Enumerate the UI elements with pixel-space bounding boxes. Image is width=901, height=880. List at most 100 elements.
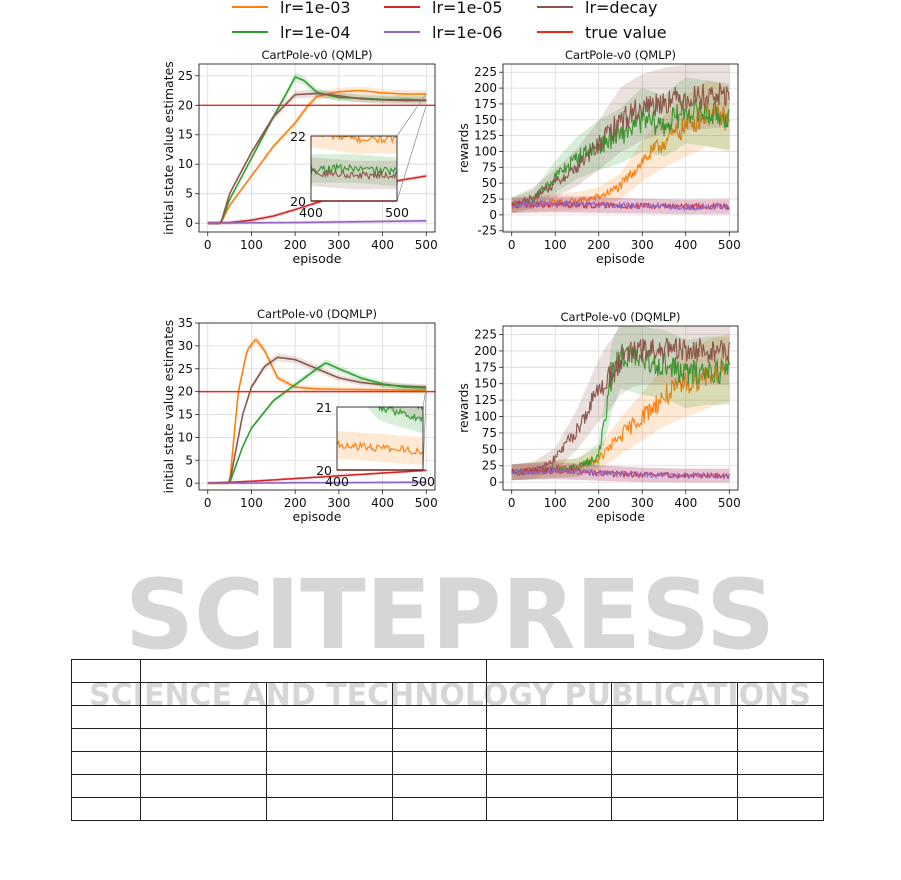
table-row <box>71 705 824 729</box>
inset-y-tick: 20 <box>316 463 332 478</box>
x-tick-label: 200 <box>587 238 610 252</box>
y-axis-label: initial state value estimates <box>161 61 176 235</box>
chart-dqmlp-rewards: 0 100 200 300 400 500 0 25 50 75 100 125 150 175 200 22… <box>456 310 741 524</box>
series-band <box>511 64 730 214</box>
axes-frame <box>502 63 739 233</box>
inset-x-tick: 400 <box>299 205 323 220</box>
results-table <box>71 659 824 821</box>
legend-label: lr=1e-06 <box>432 23 503 42</box>
y-tick-label: 35 <box>178 316 193 330</box>
axes-frame <box>198 63 436 233</box>
y-tick-label: 20 <box>178 98 193 112</box>
y-tick-label: 0 <box>185 476 193 490</box>
table-row <box>71 659 824 683</box>
y-tick-label: 50 <box>482 176 497 190</box>
series-line <box>511 82 730 207</box>
x-tick-label: 300 <box>327 238 350 252</box>
series-line <box>207 481 427 484</box>
inset-y-tick: 22 <box>290 129 306 144</box>
series-band <box>511 80 730 214</box>
y-tick-label: 175 <box>474 97 497 111</box>
x-tick-label: 300 <box>327 496 350 510</box>
series-line <box>511 99 730 208</box>
y-tick-label: 100 <box>474 410 497 424</box>
y-tick-label: 5 <box>185 187 193 201</box>
series-line <box>207 469 427 484</box>
y-tick-label: 225 <box>474 65 497 79</box>
table-cell <box>139 659 488 683</box>
y-tick-label: 10 <box>178 157 193 171</box>
series-line <box>207 89 427 224</box>
y-tick-label: 200 <box>474 344 497 358</box>
table-row <box>71 682 824 706</box>
table-row <box>71 751 824 775</box>
x-axis-label: episode <box>293 251 342 266</box>
inset-band <box>337 430 423 465</box>
series-line <box>511 199 730 212</box>
inset-band <box>311 136 397 154</box>
x-tick-label: 100 <box>240 496 263 510</box>
y-tick-label: 125 <box>474 393 497 407</box>
y-tick-label: 15 <box>178 128 193 142</box>
x-tick-label: 0 <box>508 496 516 510</box>
series-line <box>511 200 730 211</box>
plot-area <box>207 335 427 485</box>
y-tick-label: 25 <box>482 459 497 473</box>
y-tick-label: 25 <box>178 362 193 376</box>
axes-frame <box>502 325 739 491</box>
inset-x-tick: 500 <box>385 205 409 220</box>
chart-title: CartPole-v0 (DQMLP) <box>561 310 681 324</box>
inset-line <box>315 136 397 145</box>
x-axis-label: episode <box>596 251 645 266</box>
legend-entry: lr=1e-03 <box>232 0 351 17</box>
legend-label: true value <box>585 23 667 42</box>
series-band <box>511 77 730 214</box>
inset-x-tick: 400 <box>325 474 349 489</box>
inset-line <box>311 168 397 181</box>
series-line <box>207 339 427 484</box>
x-tick-label: 0 <box>508 238 516 252</box>
series-band <box>207 353 427 485</box>
y-tick-label: 75 <box>482 426 497 440</box>
y-axis-label: rewards <box>456 123 471 173</box>
chart-qmlp-rewards: 0 100 200 300 400 500-25025507510012515017520… <box>456 48 741 266</box>
inset-zoom: 400 500 20 22 <box>290 93 427 220</box>
series-line <box>207 92 427 224</box>
x-axis-label: episode <box>293 509 342 524</box>
y-tick-label: 20 <box>178 385 193 399</box>
x-tick-label: 300 <box>631 496 654 510</box>
y-tick-label: 25 <box>178 69 193 83</box>
x-tick-label: 500 <box>415 238 438 252</box>
series-line <box>207 362 427 484</box>
y-tick-label: 225 <box>474 328 497 342</box>
inset-line <box>378 407 423 423</box>
x-tick-label: 400 <box>674 238 697 252</box>
series-line <box>511 337 730 477</box>
table-row <box>71 797 824 821</box>
y-tick-label: 15 <box>178 408 193 422</box>
plot-area <box>511 64 730 215</box>
chart-title: CartPole-v0 (QMLP) <box>261 48 372 62</box>
x-tick-label: 400 <box>371 238 394 252</box>
inset-y-tick: 20 <box>290 194 306 209</box>
y-axis-label: initial state value estimates <box>161 320 176 494</box>
legend-label: lr=1e-05 <box>432 0 503 17</box>
inset-band <box>366 407 423 434</box>
series-line <box>511 466 730 480</box>
legend-label: lr=decay <box>585 0 658 17</box>
x-tick-label: 500 <box>718 238 741 252</box>
y-tick-label: 125 <box>474 129 497 143</box>
x-axis-label: episode <box>596 509 645 524</box>
x-tick-label: 100 <box>240 238 263 252</box>
table-cell <box>486 659 824 683</box>
x-tick-label: 0 <box>204 238 212 252</box>
legend-entry: lr=decay <box>537 0 658 17</box>
y-tick-label: 150 <box>474 113 497 127</box>
y-tick-label: 5 <box>185 453 193 467</box>
inset-x-tick: 500 <box>411 474 435 489</box>
y-tick-label: 100 <box>474 144 497 158</box>
series-line <box>511 101 730 210</box>
chart-title: CartPole-v0 (DQMLP) <box>257 307 377 321</box>
table-row <box>71 728 824 752</box>
watermark-main: SCITEPRESS <box>125 559 775 671</box>
